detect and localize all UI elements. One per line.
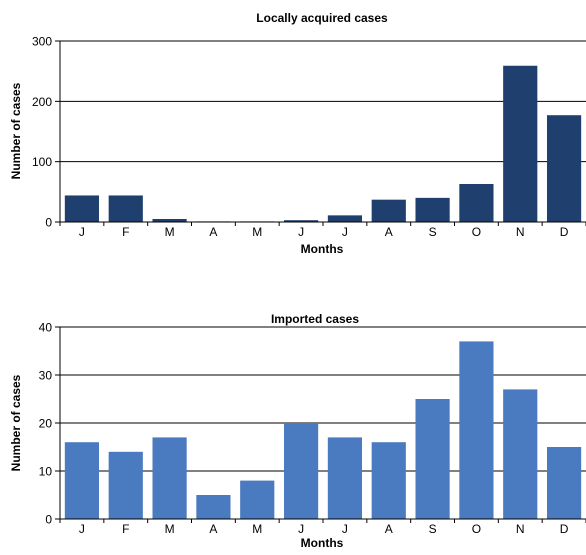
- chart-2-bar: [283, 423, 319, 519]
- chart-2-bar: [327, 437, 363, 519]
- chart-1-ytick-label: 0: [45, 216, 52, 230]
- chart-1-bar: [459, 183, 494, 222]
- chart-1-xtick-label: D: [560, 225, 569, 239]
- chart-2-xtick-label: O: [472, 522, 481, 536]
- chart-1-xtick-label: J: [342, 225, 348, 239]
- chart-2-ytick-label: 30: [39, 369, 53, 383]
- chart-2-bar: [196, 495, 231, 519]
- chart-2-bar: [546, 447, 582, 519]
- chart-2-xtick-label: M: [252, 522, 262, 536]
- chart-1-plot-area: 0 100 200 300 J F M A M J J A S O N D: [32, 35, 586, 239]
- chart-2-xtick-label: J: [298, 522, 304, 536]
- chart-1-ytick-label: 300: [32, 35, 52, 49]
- chart-2-xlabel: Months: [301, 536, 344, 550]
- chart-1-xtick-label: M: [165, 225, 175, 239]
- chart-1-ytick-label: 100: [32, 155, 52, 169]
- chart-2-xtick-label: M: [165, 522, 175, 536]
- chart-1-xtick-label: M: [252, 225, 262, 239]
- chart-2-bar: [240, 480, 275, 519]
- chart-2-bar: [415, 399, 450, 519]
- chart-1-xtick-label: F: [122, 225, 129, 239]
- chart-2-xtick-label: J: [342, 522, 348, 536]
- chart-2-title: Imported cases: [271, 312, 359, 326]
- chart-2-ylabel: Number of cases: [9, 374, 23, 471]
- chart-2-bar: [108, 451, 143, 519]
- chart-1-bar: [371, 199, 406, 222]
- chart-2-ytick-label: 10: [39, 465, 53, 479]
- chart-1-bar: [152, 218, 187, 222]
- chart-2-bar: [503, 389, 538, 519]
- chart-2-bar: [64, 442, 100, 519]
- chart-1-bar: [503, 65, 538, 222]
- chart-1-xtick-label: S: [429, 225, 437, 239]
- chart-1-bar: [546, 115, 582, 222]
- chart-1-ytick-label: 200: [32, 95, 52, 109]
- chart-2-ytick-label: 40: [39, 321, 53, 335]
- chart-1-xtick-label: A: [385, 225, 393, 239]
- chart-1-title: Locally acquired cases: [256, 11, 388, 25]
- chart-1-ylabel: Number of cases: [9, 82, 23, 179]
- chart-1-bar: [108, 195, 143, 222]
- chart-2-bar: [371, 442, 406, 519]
- chart-2-xtick-label: J: [79, 522, 85, 536]
- chart-1-bar: [415, 197, 450, 222]
- chart-2-xtick-label: A: [385, 522, 393, 536]
- chart-1-xtick-label: J: [298, 225, 304, 239]
- chart-1-xlabel: Months: [301, 242, 344, 256]
- chart-1-bar: [327, 215, 363, 222]
- chart-1-xtick-label: A: [209, 225, 217, 239]
- chart-2-xtick-label: A: [209, 522, 217, 536]
- chart-2-bar: [459, 341, 494, 519]
- chart-2-ytick-label: 20: [39, 417, 53, 431]
- chart-1-bar: [283, 220, 319, 222]
- chart-1-bar: [64, 195, 100, 222]
- chart-2-ytick-label: 0: [45, 513, 52, 527]
- chart-1-xtick-label: O: [472, 225, 481, 239]
- chart-1-xtick-label: J: [79, 225, 85, 239]
- chart-2-plot-area: 0 10 20 30 40 J F M A M J J A S O N D: [39, 321, 586, 536]
- chart-1-xtick-label: N: [516, 225, 525, 239]
- chart-2-xtick-label: D: [560, 522, 569, 536]
- chart-2-xtick-label: S: [429, 522, 437, 536]
- chart-2-bar: [152, 437, 187, 519]
- chart-2-xtick-label: F: [122, 522, 129, 536]
- chart-2-xtick-label: N: [516, 522, 525, 536]
